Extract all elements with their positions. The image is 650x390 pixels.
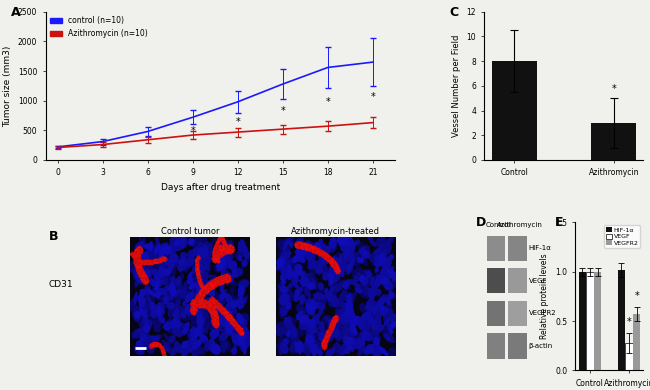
Text: *: * [235,117,240,127]
Bar [592,123,636,160]
Bar [618,269,625,370]
Y-axis label: Vessel Number per Field: Vessel Number per Field [452,35,461,137]
Text: Azithromycin: Azithromycin [497,222,543,228]
Bar [487,333,506,359]
Bar [508,333,527,359]
Text: *: * [627,317,631,327]
Text: *: * [612,85,616,94]
Text: B: B [49,230,58,243]
Text: D: D [476,216,486,229]
Bar [625,343,632,370]
Text: VEGF: VEGF [528,278,547,284]
Text: CD31: CD31 [49,280,73,289]
Bar [487,268,506,293]
Text: β-actin: β-actin [528,343,553,349]
Y-axis label: Tumor size (mm3): Tumor size (mm3) [3,45,12,126]
Text: HIF-1α: HIF-1α [528,245,552,251]
Y-axis label: Relative protein levels: Relative protein levels [540,254,549,339]
Bar [578,272,586,370]
Bar [487,301,506,326]
Text: C: C [449,6,459,19]
Bar [508,268,527,293]
Bar [586,272,593,370]
Legend: control (n=10), Azithromycin (n=10): control (n=10), Azithromycin (n=10) [49,16,148,39]
Title: Azithromycin-treated: Azithromycin-treated [291,227,380,236]
Text: *: * [326,97,330,106]
Text: VEGFR2: VEGFR2 [528,310,556,316]
Bar [487,236,506,261]
Bar [508,236,527,261]
Bar [594,272,601,370]
X-axis label: Days after drug treatment: Days after drug treatment [161,183,280,192]
Text: E: E [555,216,564,229]
Text: *: * [190,126,195,136]
Legend: HIF-1α, VEGF, VEGFR2: HIF-1α, VEGF, VEGFR2 [604,225,640,248]
Text: *: * [370,92,375,102]
Title: Control tumor: Control tumor [161,227,219,236]
Bar [633,314,640,370]
Text: *: * [634,291,639,301]
Text: A: A [10,6,20,19]
Text: *: * [280,106,285,116]
Text: Control: Control [486,222,512,228]
Bar [508,301,527,326]
Bar [491,61,536,160]
